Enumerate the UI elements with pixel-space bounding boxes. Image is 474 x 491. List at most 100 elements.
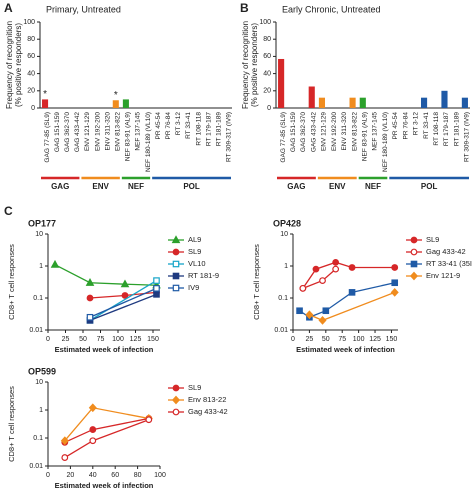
legend-label: SL9: [188, 247, 201, 256]
chart-title: Primary, Untreated: [46, 4, 121, 14]
bar: [349, 97, 356, 108]
marker: [319, 277, 326, 284]
x-tick-label: GAG 77-85 (SL9): [44, 112, 51, 163]
y-tick-label: 0.01: [29, 463, 43, 470]
marker: [305, 310, 314, 320]
legend-label: VL10: [188, 259, 206, 268]
annotation: *: [43, 89, 47, 100]
legend-label: Env 813-22: [188, 395, 226, 404]
x-tick-label: 20: [67, 472, 75, 479]
legend-label: SL9: [188, 383, 201, 392]
panel-label: C: [4, 204, 13, 218]
bar: [42, 99, 49, 108]
x-tick-label: ENV 813-822: [351, 112, 358, 151]
x-tick-label: NEF 83-91 (AL9): [362, 112, 369, 161]
bar: [359, 97, 366, 108]
series-line: [64, 417, 149, 443]
x-tick-label: GAG 433-442: [310, 112, 317, 152]
x-tick-label: RT 181-189: [453, 112, 460, 146]
y-tick-label: 0: [267, 105, 271, 112]
marker: [299, 284, 307, 292]
chart-title: OP599: [28, 366, 56, 376]
x-tick-label: 75: [338, 336, 346, 343]
y-tick-label: 0.1: [33, 435, 43, 442]
y-axis-label: Frequency of recognition: [241, 21, 250, 109]
x-tick-label: 125: [130, 336, 142, 343]
x-tick-label: PR 76-84: [402, 112, 409, 140]
x-tick-label: 80: [134, 472, 142, 479]
x-tick-label: 150: [147, 336, 159, 343]
legend-label: RT 181-9: [188, 271, 219, 280]
bar: [278, 58, 285, 108]
x-tick-label: RT 33-41: [423, 112, 430, 139]
x-tick-label: ENV 192-200: [331, 112, 338, 151]
y-tick-label: 100: [259, 19, 271, 26]
group-label: NEF: [365, 182, 381, 191]
y-tick-label: 1: [39, 407, 43, 414]
group-label: NEF: [128, 182, 144, 191]
y-tick-label: 0.01: [29, 327, 43, 334]
x-tick-label: GAG 362-370: [64, 112, 71, 152]
marker: [391, 264, 399, 271]
series-line: [89, 287, 157, 318]
group-label: ENV: [92, 182, 109, 191]
annotation: *: [114, 90, 118, 101]
x-tick-label: GAG 151-159: [54, 112, 61, 152]
group-label: POL: [421, 182, 438, 191]
marker: [60, 436, 69, 446]
bar: [308, 86, 315, 108]
y-axis-label: (% positive responders): [250, 23, 259, 107]
y-tick-label: 20: [27, 88, 35, 95]
x-tick-label: NEF 180-189 (VL10): [382, 112, 389, 172]
marker: [86, 294, 94, 302]
bar: [318, 97, 326, 108]
x-tick-label: 40: [89, 472, 97, 479]
legend-label: Gag 433-42: [426, 247, 466, 256]
x-tick-label: RT 309-317 (IV9): [226, 112, 233, 162]
group-label: GAG: [287, 182, 305, 191]
y-axis-label: Frequency of recognition: [5, 21, 14, 109]
y-axis-label: (% positive responders): [14, 23, 23, 107]
x-tick-label: ENV 121-129: [321, 112, 328, 151]
marker: [348, 289, 356, 296]
legend-label: AL9: [188, 235, 201, 244]
marker: [332, 265, 340, 273]
x-axis-label: Estimated week of infection: [55, 345, 154, 354]
marker: [88, 403, 97, 413]
series-line: [89, 293, 157, 321]
legend-marker: [172, 248, 180, 256]
marker: [153, 291, 160, 298]
y-tick-label: 80: [27, 36, 35, 43]
marker: [85, 277, 95, 286]
legend-marker: [172, 408, 180, 416]
legend-label: IV9: [188, 283, 199, 292]
x-tick-label: NEF 180-189 (VL10): [145, 112, 152, 172]
legend-marker: [410, 236, 418, 244]
x-tick-label: RT 3-12: [413, 112, 420, 136]
x-tick-label: 100: [154, 472, 166, 479]
x-axis-label: Estimated week of infection: [296, 345, 395, 354]
marker: [348, 264, 356, 271]
legend-marker: [172, 384, 180, 392]
y-tick-label: 80: [263, 36, 271, 43]
x-tick-label: NEF 137-145: [372, 112, 379, 151]
group-label: ENV: [329, 182, 346, 191]
y-tick-label: 60: [263, 53, 271, 60]
marker: [120, 279, 130, 288]
x-tick-label: RT 179-187: [443, 112, 450, 146]
marker: [296, 307, 303, 315]
x-tick-label: 100: [353, 336, 365, 343]
x-tick-label: 75: [97, 336, 105, 343]
y-axis-label: CD8+ T cell responses: [252, 244, 261, 320]
marker: [86, 313, 94, 321]
bar: [420, 97, 428, 108]
bar: [441, 90, 448, 108]
y-tick-label: 0.01: [274, 327, 288, 334]
x-tick-label: 25: [62, 336, 70, 343]
marker: [391, 279, 399, 287]
x-tick-label: RT 3-12: [175, 112, 182, 136]
panel-label: A: [4, 1, 13, 15]
x-tick-label: ENV 121-129: [84, 112, 91, 151]
marker: [121, 292, 129, 299]
